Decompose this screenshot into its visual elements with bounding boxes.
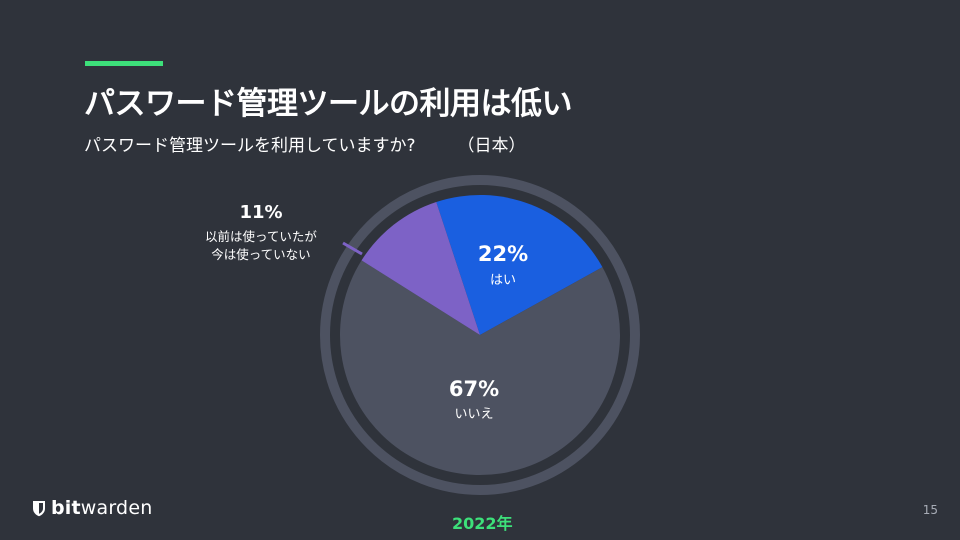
logo-text: bitwarden	[51, 497, 152, 519]
slice-yes-label: はい	[490, 273, 516, 288]
page-title: パスワード管理ツールの利用は低い	[84, 86, 573, 122]
shield-icon	[33, 500, 45, 516]
pie-slice-yes	[436, 194, 603, 335]
logo-text-regular: warden	[80, 497, 153, 519]
slice-used-before-label-line1: 以前は使っていたが	[205, 229, 317, 244]
bitwarden-logo: bitwarden	[32, 497, 152, 519]
slice-used-before-label-line2: 今は使っていない	[211, 247, 310, 262]
logo-text-bold: bit	[51, 497, 81, 519]
region-label: （日本）	[457, 136, 526, 156]
slice-used-before-percent: 11%	[239, 202, 282, 223]
pie-slice-used-before	[361, 202, 480, 335]
pie-slice-no	[339, 260, 620, 475]
slice-no-label: いいえ	[454, 407, 493, 422]
page-number: 15	[922, 503, 938, 517]
slice-no-percent: 67%	[449, 377, 499, 401]
chart-outer-ring	[320, 175, 640, 495]
slice-used-before-leader-line	[342, 241, 363, 256]
title-accent-bar	[85, 61, 163, 66]
slice-yes-percent: 22%	[478, 242, 528, 266]
year-label: 2022年	[452, 514, 513, 533]
question-text: パスワード管理ツールを利用していますか?	[84, 136, 416, 156]
chart-question: パスワード管理ツールを利用していますか? （日本）	[84, 131, 526, 156]
